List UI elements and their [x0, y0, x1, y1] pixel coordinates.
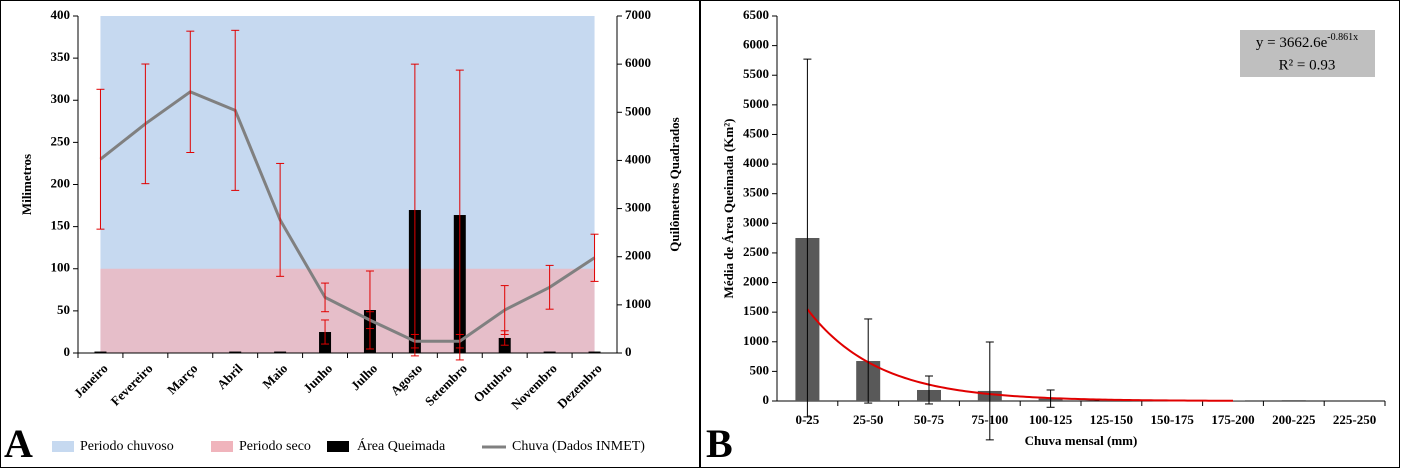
- x-axis-title: Chuva mensal (mm): [1025, 433, 1138, 448]
- tick-label: 5500: [743, 66, 769, 81]
- tick-label: 2000: [625, 248, 651, 263]
- bar: [1281, 400, 1306, 401]
- tick-label: 4500: [743, 125, 769, 140]
- tick-label: 0: [763, 392, 770, 407]
- line: [99, 90, 596, 343]
- tick-label: 3000: [743, 214, 769, 229]
- bar: [543, 351, 556, 353]
- legend-swatch: [327, 441, 349, 452]
- tick-label: 300: [51, 91, 71, 106]
- tick-label: 4000: [625, 151, 651, 166]
- legend-label: Periodo seco: [239, 439, 311, 454]
- tick-label: 50: [57, 302, 70, 317]
- y2-axis-title: Quilômetros Quadrados: [667, 117, 682, 251]
- tick-label: 0: [625, 344, 632, 359]
- tick-label: 100: [51, 260, 71, 275]
- panel-letter: A: [4, 421, 33, 466]
- bar: [588, 351, 601, 353]
- bar: [274, 351, 287, 353]
- legend-label: Periodo chuvoso: [80, 439, 174, 454]
- x-tick-label: 50-75: [914, 412, 945, 427]
- annotation-part: y = 3662.6e: [1256, 35, 1328, 51]
- legend-swatch: [52, 441, 74, 452]
- tick-label: 2500: [743, 244, 769, 259]
- tick-label: 2000: [743, 274, 769, 289]
- tick-label: 6000: [625, 55, 651, 70]
- tick-label: 1500: [743, 303, 769, 318]
- legend-label: Área Queimada: [357, 437, 446, 454]
- bar: [229, 351, 242, 353]
- tick-label: 5000: [743, 96, 769, 111]
- x-tick-label: 150-175: [1151, 412, 1195, 427]
- panel-letter: B: [706, 421, 733, 466]
- trendline: [806, 308, 1234, 402]
- annotation: R² = 0.93: [1279, 57, 1336, 73]
- tick-label: 200: [51, 175, 71, 190]
- legend-label: Chuva (Dados INMET): [512, 439, 645, 454]
- tick-label: 500: [750, 362, 770, 377]
- tick-label: 4000: [743, 155, 769, 170]
- tick-label: 3000: [625, 200, 651, 215]
- tick-label: 400: [51, 7, 71, 22]
- x-tick-label: 225-250: [1333, 412, 1376, 427]
- annotation-box: [1240, 30, 1375, 77]
- x-tick-label: 200-225: [1272, 412, 1316, 427]
- tick-label: 7000: [625, 7, 651, 22]
- tick-label: 5000: [625, 103, 651, 118]
- tick-label: 6000: [743, 37, 769, 52]
- band: [100, 268, 595, 353]
- x-tick-label: 125-150: [1090, 412, 1133, 427]
- annotation-part: -0.861x: [1327, 32, 1358, 43]
- y-axis-title: Milimetros: [19, 154, 34, 215]
- x-tick-label: 100-125: [1029, 412, 1073, 427]
- tick-label: 350: [51, 49, 71, 64]
- tick-label: 150: [51, 218, 71, 233]
- legend-swatch: [211, 441, 233, 452]
- x-tick-label: 175-200: [1211, 412, 1254, 427]
- tick-label: 250: [51, 133, 71, 148]
- y-axis-title: Média de Área Queimada (Km²): [721, 119, 736, 299]
- x-tick-label: 0-25: [795, 412, 819, 427]
- tick-label: 6500: [743, 7, 769, 22]
- bar: [94, 351, 107, 353]
- tick-label: 1000: [625, 296, 651, 311]
- annotation: y = 3662.6e-0.861x: [1256, 32, 1358, 51]
- tick-label: 1000: [743, 333, 769, 348]
- x-tick-label: 25-50: [853, 412, 883, 427]
- tick-label: 3500: [743, 185, 769, 200]
- tick-label: 0: [64, 344, 71, 359]
